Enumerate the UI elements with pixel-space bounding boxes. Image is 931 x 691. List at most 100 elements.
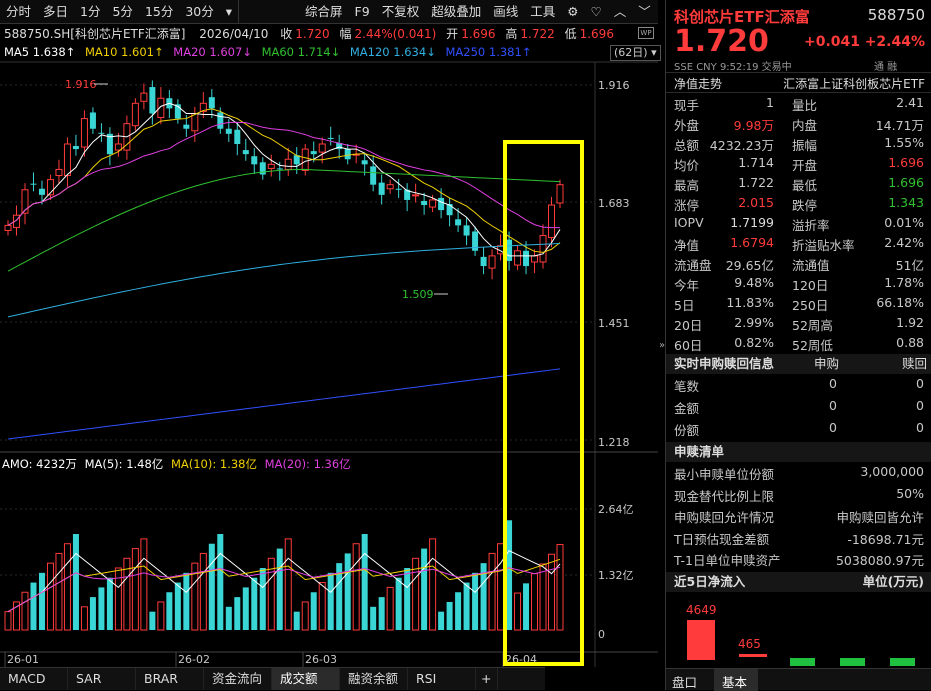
list-row: T日预估现金差额 -18698.71元: [674, 529, 924, 549]
ma120-label: MA120 1.634↓: [349, 45, 436, 59]
add-indicator-button[interactable]: +: [476, 668, 498, 690]
vol-ma10-line: [7, 558, 561, 613]
security-name: 588750.SH[科创芯片ETF汇添富]: [4, 27, 186, 41]
volume-tick-3: 0: [598, 628, 605, 641]
nav-trend-link[interactable]: 净值走势: [674, 77, 723, 91]
volume-bar: [548, 553, 556, 631]
ma-legend: MA5 1.638↑ MA10 1.601↑ MA20 1.607↓ MA60 …: [4, 45, 604, 61]
tab-fund-flow[interactable]: 资金流向: [204, 668, 272, 690]
quote-cell: 1.78%: [884, 275, 924, 290]
tab-rsi[interactable]: RSI: [408, 668, 476, 690]
last-price: 1.720: [674, 24, 769, 59]
candle-body: [259, 162, 266, 175]
tab-15min[interactable]: 15分: [144, 3, 174, 19]
heart-icon[interactable]: ♡: [590, 3, 602, 19]
volume-bar: [336, 563, 343, 630]
tools-button[interactable]: 工具: [530, 3, 556, 19]
volume-bar: [114, 567, 122, 631]
quote-row: 60日 0.82% 52周低 0.88: [674, 335, 924, 355]
change-amount: 2.44%(0.041): [354, 27, 437, 41]
volume-bar: [497, 543, 505, 631]
open-price: 1.696: [461, 27, 496, 41]
tab-margin-balance[interactable]: 融资余额: [340, 668, 408, 690]
tab-multiday[interactable]: 多日: [43, 3, 69, 19]
inflow-value-2: 465: [738, 637, 761, 651]
quote-cell: 2.015: [738, 195, 774, 210]
candle-body: [251, 156, 258, 165]
tab-30min[interactable]: 30分: [185, 3, 214, 19]
candle-body: [30, 183, 37, 185]
tab-orderbook[interactable]: 盘口: [672, 675, 698, 690]
super-overlay-button[interactable]: 超级叠加: [431, 3, 482, 19]
volume-bar: [386, 586, 394, 631]
volume-bar: [438, 611, 445, 630]
indicator-tabs: MACD SAR BRAR 资金流向 成交额 融资余额 RSI +: [0, 667, 545, 690]
low-price: 1.696: [579, 27, 614, 41]
period-toolbar: 分时 多日 1分 5分 15分 30分 ▾ 综合屏 F9 不复权 超级叠加 画线…: [0, 0, 658, 24]
candle-body: [438, 197, 445, 211]
ma10-line: [7, 108, 561, 253]
quote-row: 今年 9.48% 120日 1.78%: [674, 275, 924, 295]
volume-bar: [55, 552, 63, 631]
list-cell: T日预估现金差额: [674, 531, 770, 547]
composite-screen-button[interactable]: 综合屏: [305, 3, 343, 19]
volume-bar: [352, 543, 360, 631]
candle-body: [506, 239, 513, 261]
price-tick-1: 1.916: [598, 79, 630, 92]
candle-body: [149, 87, 156, 114]
kline-chart[interactable]: 1.916 1.509 1.916 1.683 1.451 1.218 2.64…: [0, 22, 658, 667]
date-tick-3: 26-03: [305, 653, 337, 666]
quote-cell: 29.65亿: [725, 258, 774, 273]
candle-body: [344, 149, 351, 160]
chevron-down-icon[interactable]: ﹀: [638, 3, 651, 19]
quote-cell: 外盘: [674, 118, 700, 133]
tab-intraday[interactable]: 分时: [6, 3, 32, 19]
quote-row: 5日 11.83% 250日 66.18%: [674, 295, 924, 315]
candle-body: [4, 224, 12, 231]
tab-turnover[interactable]: 成交额: [272, 668, 340, 690]
chevron-up-icon[interactable]: ︿: [613, 3, 627, 19]
volume-bar: [523, 583, 530, 630]
quote-row: 总额 4232.23万 振幅 1.55%: [674, 135, 924, 155]
tab-5min[interactable]: 5分: [112, 3, 133, 19]
quote-cell: IOPV: [674, 215, 704, 230]
volume-bar: [446, 601, 453, 630]
volume-bar: [242, 587, 249, 630]
volume-bar: [506, 520, 513, 630]
tab-macd[interactable]: MACD: [0, 668, 68, 690]
candle-body: [183, 124, 190, 129]
panel-tabs: 盘口 基本: [666, 668, 931, 691]
volume-bar: [234, 597, 241, 630]
no-adjust-button[interactable]: 不复权: [381, 3, 420, 19]
collapse-panel-handle[interactable]: »: [659, 340, 666, 351]
quote-cell: 11.83%: [726, 295, 774, 310]
tab-1min[interactable]: 1分: [80, 3, 101, 19]
ma10-label: MA10 1.601↑: [84, 45, 164, 59]
candle-body: [225, 128, 232, 134]
candle-body: [174, 104, 181, 119]
tab-basic[interactable]: 基本: [714, 669, 758, 691]
volume-bar: [378, 597, 385, 630]
ma250-line: [7, 368, 561, 440]
badge-icons: 通 融: [874, 62, 898, 73]
candle-body: [208, 97, 215, 109]
volume-bar: [21, 591, 29, 631]
wp-icon[interactable]: WP: [638, 27, 654, 39]
volume-bar: [251, 577, 258, 630]
quote-cell: 20日: [674, 318, 703, 333]
sg-section-header: 实时申购赎回信息 申购 赎回: [666, 354, 931, 374]
quote-cell: 52周高: [792, 318, 833, 333]
range-selector[interactable]: (62日) ▾: [610, 45, 661, 61]
candle-body: [12, 214, 20, 228]
draw-line-button[interactable]: 画线: [493, 3, 519, 19]
period-dropdown[interactable]: ▾: [220, 0, 240, 24]
tab-brar[interactable]: BRAR: [136, 668, 204, 690]
quote-cell: 今年: [674, 278, 700, 293]
quote-cell: 1.7199: [730, 215, 774, 230]
tab-sar[interactable]: SAR: [68, 668, 136, 690]
gear-icon[interactable]: ⚙: [567, 3, 579, 19]
candle-body: [556, 184, 564, 204]
candle-body: [404, 189, 411, 200]
f9-button[interactable]: F9: [354, 3, 370, 19]
quote-cell: 流通盘: [674, 258, 712, 273]
